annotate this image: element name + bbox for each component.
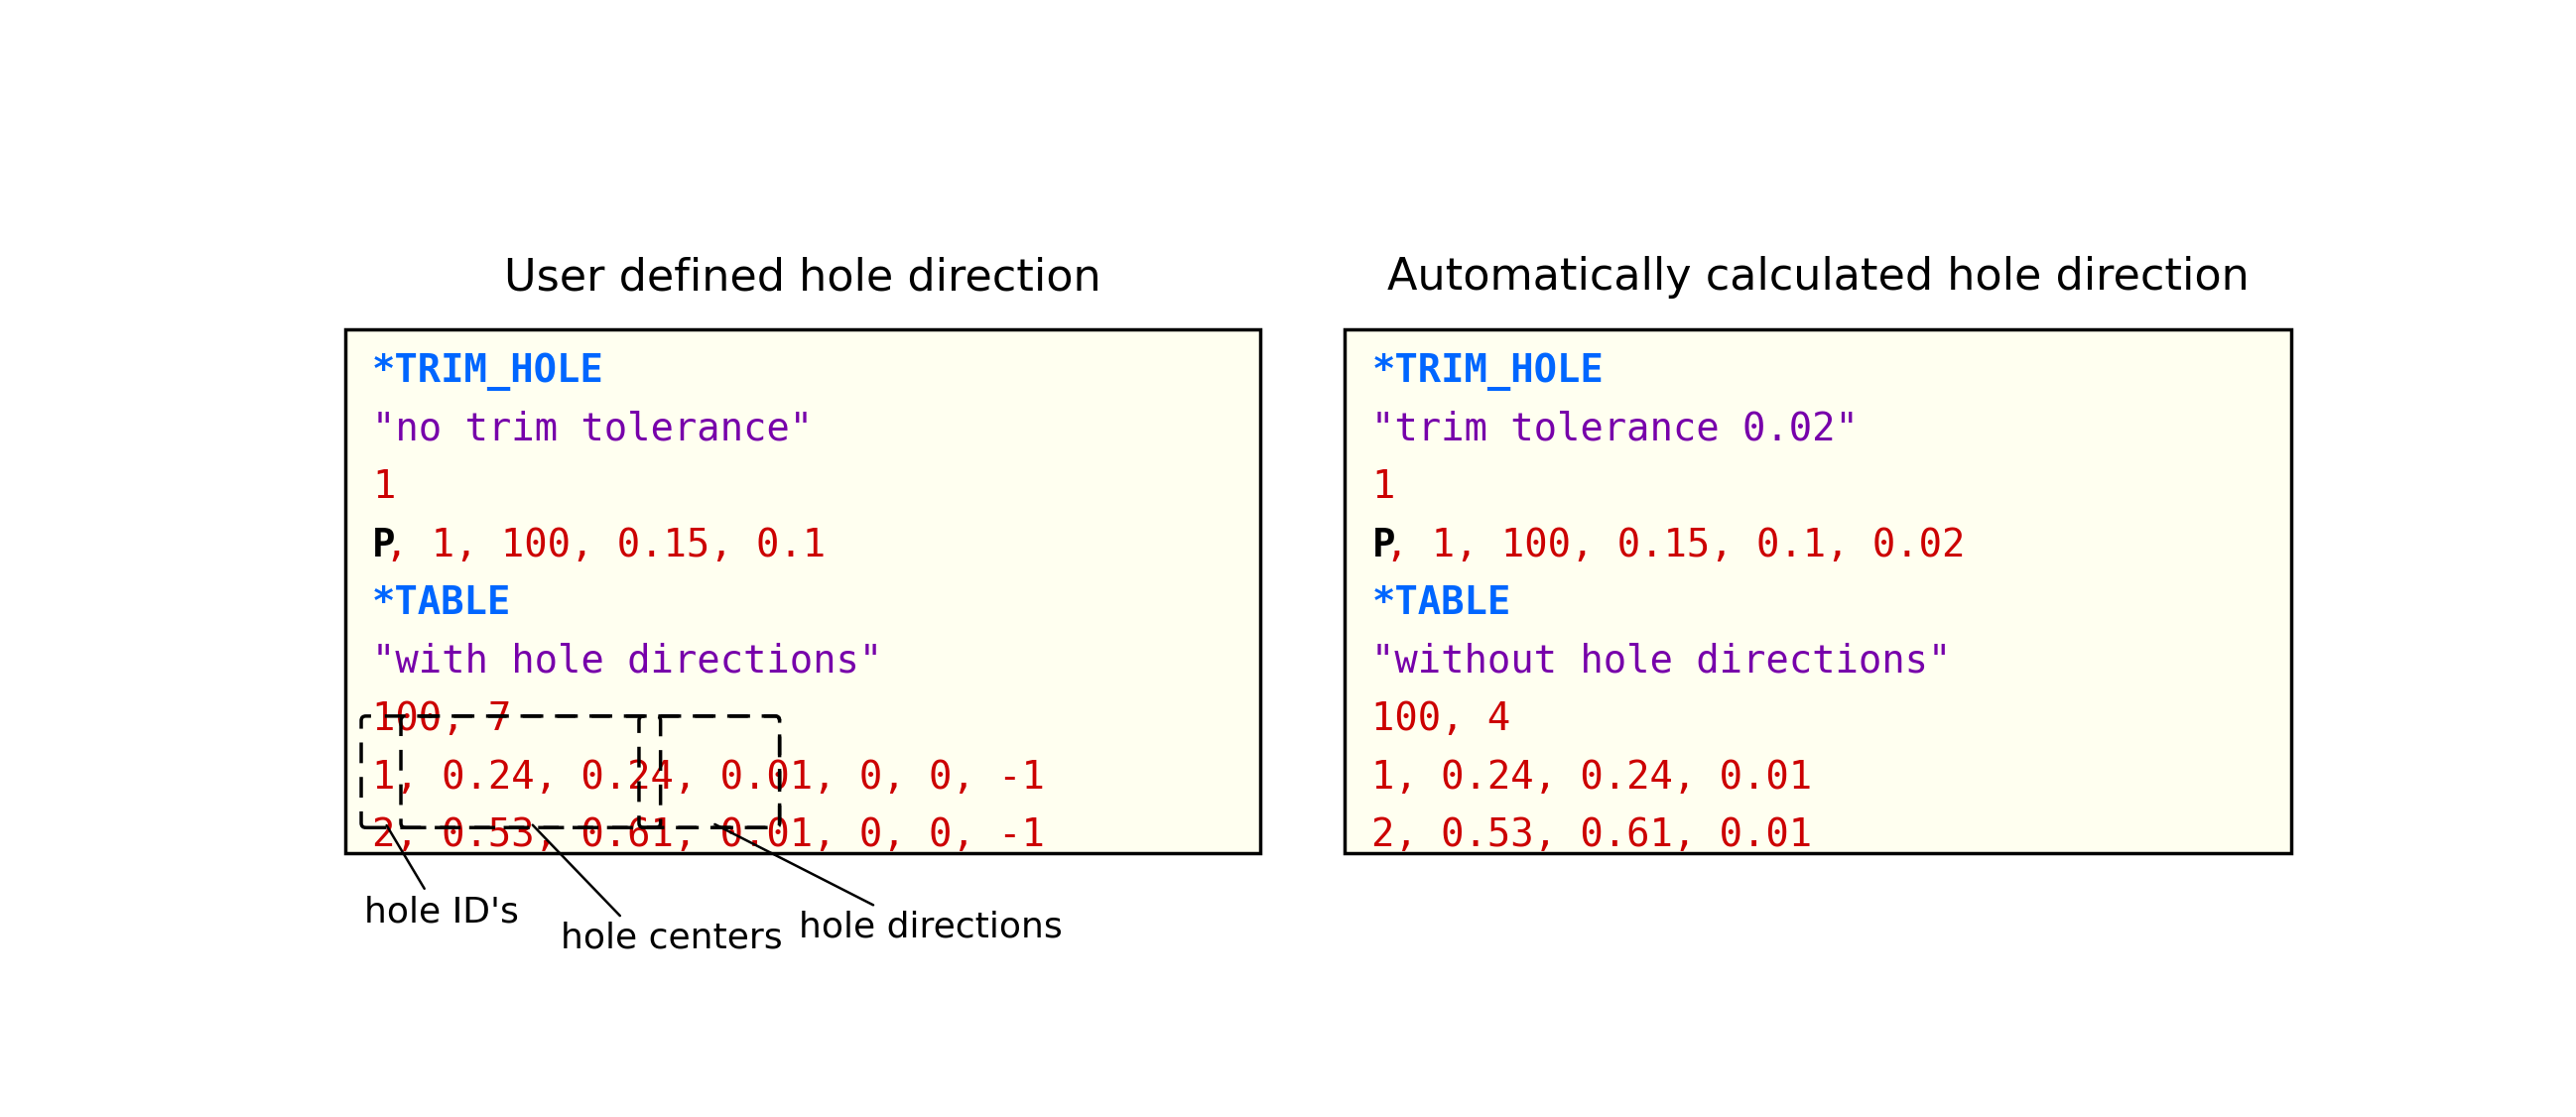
Text: 1, 0.24, 0.24, 0.01: 1, 0.24, 0.24, 0.01 [1373,758,1814,796]
Text: P: P [371,526,394,564]
Text: 1: 1 [371,469,394,506]
Text: 2, 0.53, 0.61, 0.01: 2, 0.53, 0.61, 0.01 [1373,817,1814,855]
Text: hole centers: hole centers [562,922,783,955]
Text: hole directions: hole directions [799,910,1061,944]
Text: *TABLE: *TABLE [371,584,510,622]
Text: "with hole directions": "with hole directions" [371,642,881,680]
Text: 100, 7: 100, 7 [371,700,510,738]
Text: , 1, 100, 0.15, 0.1: , 1, 100, 0.15, 0.1 [386,526,827,564]
Text: *TABLE: *TABLE [1373,584,1512,622]
Text: , 1, 100, 0.15, 0.1, 0.02: , 1, 100, 0.15, 0.1, 0.02 [1386,526,1965,564]
Text: Automatically calculated hole direction: Automatically calculated hole direction [1386,257,2249,299]
Text: "no trim tolerance": "no trim tolerance" [371,411,811,448]
Text: hole ID's: hole ID's [363,895,518,928]
Text: 1: 1 [1373,469,1396,506]
Text: 1, 0.24, 0.24, 0.01, 0, 0, -1: 1, 0.24, 0.24, 0.01, 0, 0, -1 [371,758,1046,796]
Text: *TRIM_HOLE: *TRIM_HOLE [371,353,603,391]
Text: User defined hole direction: User defined hole direction [505,257,1100,299]
Text: "without hole directions": "without hole directions" [1373,642,1953,680]
Text: *TRIM_HOLE: *TRIM_HOLE [1373,353,1605,391]
Text: 2, 0.53, 0.61, 0.01, 0, 0, -1: 2, 0.53, 0.61, 0.01, 0, 0, -1 [371,817,1046,855]
FancyBboxPatch shape [345,330,1260,852]
Text: "trim tolerance 0.02": "trim tolerance 0.02" [1373,411,1860,448]
FancyBboxPatch shape [1345,330,2290,852]
Text: 100, 4: 100, 4 [1373,700,1512,738]
Text: P: P [1373,526,1396,564]
